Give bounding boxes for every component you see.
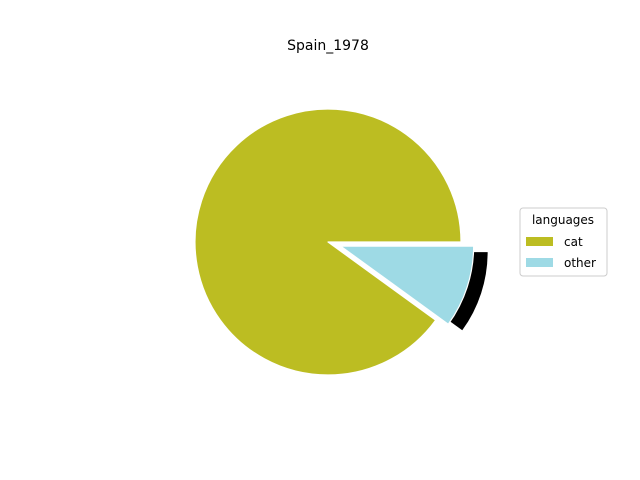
legend-label-other: other [564,256,596,270]
chart-title: Spain_1978 [287,38,369,54]
legend-swatch-other [526,258,553,267]
legend: languages cat other [519,207,608,277]
pie-slices [194,108,475,376]
pie-slice-cat [194,108,462,376]
pie-slice-other [340,245,475,325]
legend-label-cat: cat [564,235,583,249]
legend-title: languages [532,213,594,227]
legend-swatch-cat [526,237,553,246]
